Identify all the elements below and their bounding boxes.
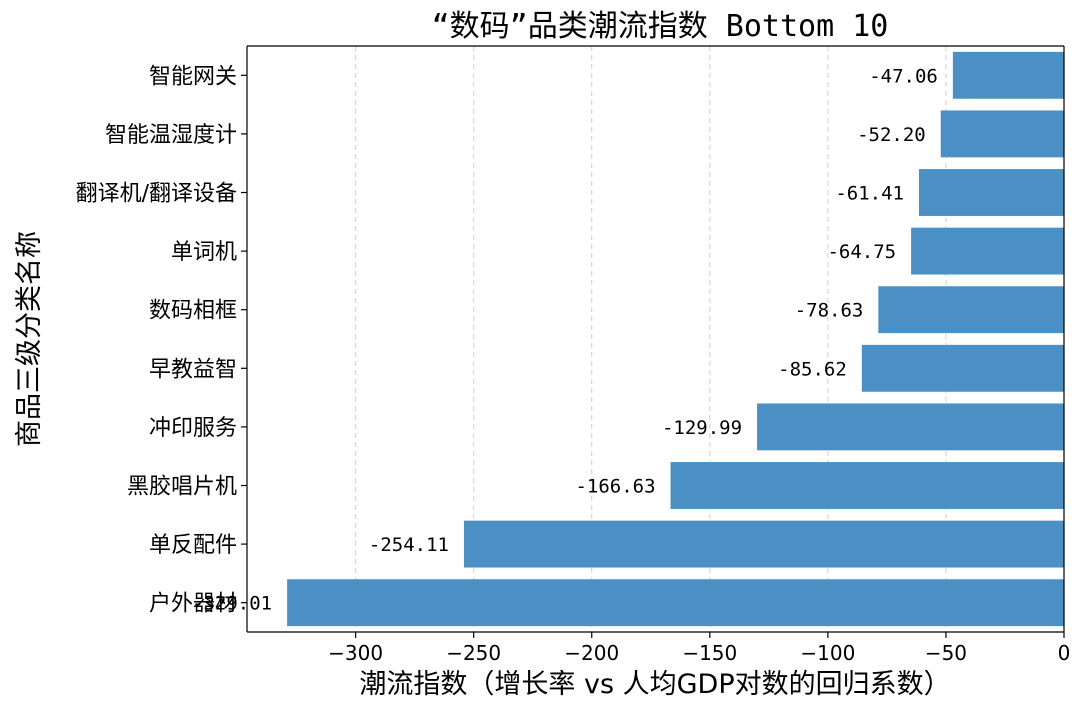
y-tick-label: 翻译机/翻译设备 (76, 182, 237, 207)
y-ticks: 智能网关智能温湿度计翻译机/翻译设备单词机数码相框早教益智冲印服务黑胶唱片机单反… (76, 64, 247, 617)
y-tick-label: 单反配件 (149, 533, 237, 558)
bar (670, 462, 1064, 509)
bar (918, 169, 1064, 216)
x-tick-label: −250 (446, 641, 501, 665)
data-label: -52.20 (857, 124, 926, 146)
bar (757, 403, 1064, 451)
y-tick-label: 冲印服务 (149, 416, 237, 441)
y-tick-label: 早教益智 (149, 357, 237, 382)
x-tick-label: −300 (328, 641, 383, 665)
data-label: -64.75 (827, 241, 896, 263)
bar (463, 520, 1064, 568)
data-label: -329.01 (192, 593, 272, 615)
x-tick-label: −150 (682, 641, 737, 665)
bar (952, 51, 1064, 99)
y-tick-label: 户外器材 (149, 592, 237, 617)
data-label: -129.99 (662, 417, 742, 439)
x-tick-label: −200 (564, 641, 619, 665)
y-tick-label: 智能网关 (149, 64, 237, 89)
y-tick-label: 数码相框 (149, 299, 237, 324)
data-label: -254.11 (369, 534, 449, 556)
x-ticks: −300 −250 −200 −150 −100 −50 0 (328, 632, 1070, 665)
data-label: -85.62 (778, 358, 847, 380)
data-label: -47.06 (869, 65, 938, 87)
bar (861, 344, 1064, 392)
y-axis-label: 商品三级分类名称 (14, 231, 45, 447)
bar (911, 227, 1064, 275)
bar (878, 286, 1064, 334)
bar (287, 579, 1064, 627)
x-tick-label: −100 (800, 641, 855, 665)
y-tick-label: 智能温湿度计 (105, 123, 237, 148)
x-tick-label: −50 (925, 641, 967, 665)
value-labels: -47.06 -52.20 -61.41 -64.75 -78.63 -85.62 -129… (192, 65, 938, 614)
y-tick-label: 单词机 (171, 240, 237, 265)
data-label: -166.63 (575, 476, 655, 498)
bars (287, 51, 1064, 627)
axes-frame (246, 45, 1065, 633)
data-label: -78.63 (795, 300, 864, 322)
x-tick-label: 0 (1058, 641, 1071, 665)
chart-title: “数码”品类潮流指数 Bottom 10 (432, 9, 889, 44)
y-tick-label: 黑胶唱片机 (127, 475, 237, 500)
data-label: -61.41 (835, 183, 904, 205)
bar (940, 110, 1064, 158)
x-axis-label: 潮流指数（增长率 vs 人均GDP对数的回归系数） (359, 669, 950, 700)
